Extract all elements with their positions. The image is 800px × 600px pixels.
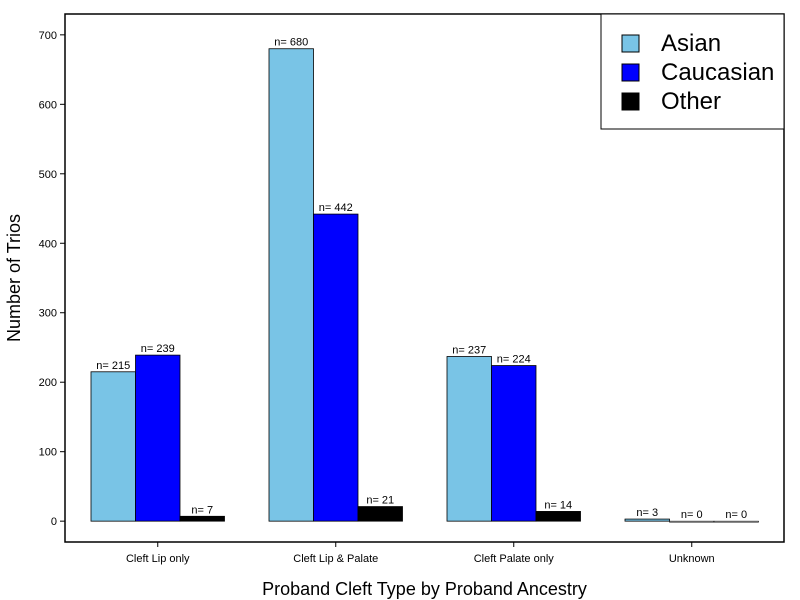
x-tick-label: Cleft Palate only xyxy=(474,553,555,565)
data-label: n= 442 xyxy=(319,202,353,214)
data-label: n= 215 xyxy=(96,360,130,372)
bar-other-2 xyxy=(357,506,403,522)
x-tick-label: Cleft Lip only xyxy=(126,553,190,565)
x-axis-title: Proband Cleft Type by Proband Ancestry xyxy=(262,579,587,599)
data-labels-group: n= 215 n= 239 n= 7 n= 680 n= 442 n= 21 n= 237 n… xyxy=(96,37,747,521)
legend-label-caucasian: Caucasian xyxy=(661,59,774,86)
bar-asian-2 xyxy=(268,48,314,522)
data-label: n= 21 xyxy=(366,495,394,507)
bar-other-1 xyxy=(179,515,225,522)
x-axis: Cleft Lip only Cleft Lip & Palate Cleft Pa… xyxy=(126,542,715,565)
y-tick-label: 500 xyxy=(39,169,57,181)
bar-caucasian-3 xyxy=(491,365,537,522)
data-label: n= 3 xyxy=(636,507,658,519)
bar-caucasian-4 xyxy=(669,520,715,523)
x-tick-label: Cleft Lip & Palate xyxy=(293,553,378,565)
plot-frame xyxy=(64,13,785,543)
data-label: n= 0 xyxy=(725,509,747,521)
y-tick-label: 600 xyxy=(39,99,57,111)
y-tick-label: 200 xyxy=(39,377,57,389)
data-label: n= 7 xyxy=(191,504,213,516)
legend-label-asian: Asian xyxy=(661,30,721,57)
y-tick-label: 0 xyxy=(51,516,57,528)
data-label: n= 224 xyxy=(497,354,531,366)
y-axis: 0 100 200 300 400 500 600 700 xyxy=(39,30,65,528)
data-label: n= 239 xyxy=(141,343,175,355)
bar-asian-4 xyxy=(624,518,670,522)
bars-group xyxy=(90,48,759,523)
bar-asian-3 xyxy=(446,356,492,522)
y-tick-label: 100 xyxy=(39,447,57,459)
legend-label-other: Other xyxy=(661,88,721,115)
data-label: n= 0 xyxy=(681,509,703,521)
legend-swatch-caucasian xyxy=(621,63,640,82)
y-tick-label: 700 xyxy=(39,30,57,42)
data-label: n= 237 xyxy=(452,345,486,357)
legend-swatch-other xyxy=(621,92,640,111)
bar-other-4 xyxy=(713,520,759,523)
bar-caucasian-1 xyxy=(135,354,181,522)
bar-caucasian-2 xyxy=(313,213,359,522)
data-label: n= 14 xyxy=(544,499,572,511)
x-tick-label: Unknown xyxy=(669,553,715,565)
y-tick-label: 300 xyxy=(39,308,57,320)
y-tick-label: 400 xyxy=(39,238,57,250)
bar-other-3 xyxy=(535,511,581,522)
bar-asian-1 xyxy=(90,371,136,522)
legend-swatch-asian xyxy=(621,34,640,53)
data-label: n= 680 xyxy=(274,37,308,49)
y-axis-title: Number of Trios xyxy=(4,214,24,342)
